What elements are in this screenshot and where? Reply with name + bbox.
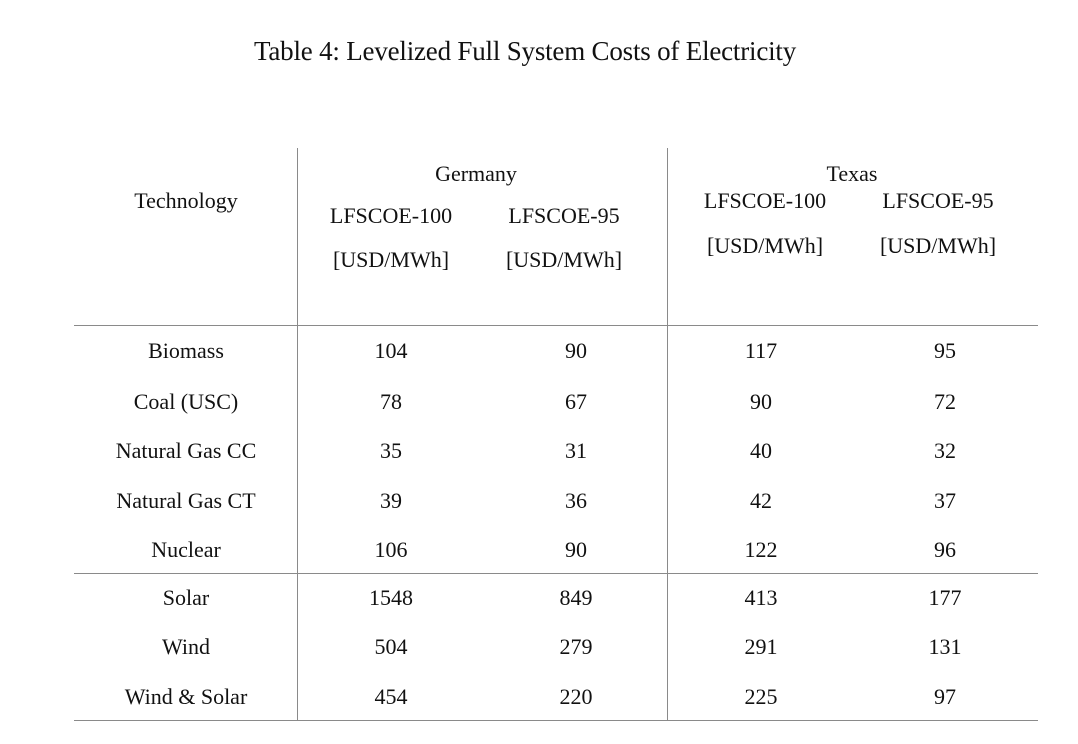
- row-6-value-4: 177: [928, 585, 962, 610]
- row-4-value-1: 39: [380, 488, 402, 513]
- row-7-value-3: 291: [744, 634, 778, 659]
- row-7-technology: Wind: [162, 634, 210, 659]
- row-1-value-4: 95: [934, 338, 956, 363]
- row-2-value-1: 78: [380, 389, 402, 414]
- row-8-value-4: 97: [934, 684, 956, 709]
- row-6-value-2: 849: [559, 585, 593, 610]
- row-1-technology: Biomass: [148, 338, 224, 363]
- row-2-value-3: 90: [750, 389, 772, 414]
- row-4-value-2: 36: [565, 488, 587, 513]
- row-2-value-2: 67: [565, 389, 587, 414]
- header-col4-unit: [USD/MWh]: [879, 233, 997, 258]
- row-1-value-3: 117: [744, 338, 778, 363]
- header-bottom-rule: [74, 325, 1038, 326]
- row-5-value-2: 90: [565, 537, 587, 562]
- row-8-value-1: 454: [374, 684, 408, 709]
- row-6-value-1: 1548: [369, 585, 413, 610]
- row-7-value-2: 279: [559, 634, 593, 659]
- header-col3-unit: [USD/MWh]: [706, 233, 824, 258]
- row-2-value-4: 72: [934, 389, 956, 414]
- section-divider-rule: [74, 573, 1038, 574]
- header-col2-metric: LFSCOE-95: [508, 203, 620, 228]
- row-5-value-3: 122: [744, 537, 778, 562]
- row-8-value-2: 220: [559, 684, 593, 709]
- row-1-value-2: 90: [565, 338, 587, 363]
- row-3-value-1: 35: [380, 438, 402, 463]
- row-6-value-3: 413: [744, 585, 778, 610]
- row-3-value-4: 32: [934, 438, 956, 463]
- row-7-value-4: 131: [928, 634, 962, 659]
- row-5-value-4: 96: [934, 537, 956, 562]
- header-col2-unit: [USD/MWh]: [505, 247, 623, 272]
- header-texas: Texas: [826, 161, 878, 186]
- row-7-value-1: 504: [374, 634, 408, 659]
- table-caption: Table 4: Levelized Full System Costs of …: [253, 36, 797, 66]
- row-4-value-3: 42: [750, 488, 772, 513]
- header-col1-unit: [USD/MWh]: [332, 247, 450, 272]
- cost-table: Technology Germany Texas LFSCOE-100 [USD…: [74, 148, 1038, 721]
- vertical-rule-2: [667, 148, 668, 720]
- row-1-value-1: 104: [374, 338, 408, 363]
- row-6-technology: Solar: [162, 585, 210, 610]
- row-4-technology: Natural Gas CT: [116, 488, 256, 513]
- header-germany: Germany: [435, 161, 517, 186]
- row-3-value-2: 31: [565, 438, 587, 463]
- row-4-value-4: 37: [934, 488, 956, 513]
- header-col1-metric: LFSCOE-100: [329, 203, 453, 228]
- header-technology: Technology: [134, 188, 238, 213]
- table-bottom-rule: [74, 720, 1038, 721]
- row-8-value-3: 225: [744, 684, 778, 709]
- row-5-technology: Nuclear: [151, 537, 221, 562]
- header-col3-metric: LFSCOE-100: [703, 188, 827, 213]
- header-col4-metric: LFSCOE-95: [882, 188, 994, 213]
- row-3-technology: Natural Gas CC: [115, 438, 257, 463]
- vertical-rule-1: [297, 148, 298, 720]
- row-2-technology: Coal (USC): [133, 389, 239, 414]
- row-3-value-3: 40: [750, 438, 772, 463]
- row-8-technology: Wind & Solar: [124, 684, 248, 709]
- row-5-value-1: 106: [374, 537, 408, 562]
